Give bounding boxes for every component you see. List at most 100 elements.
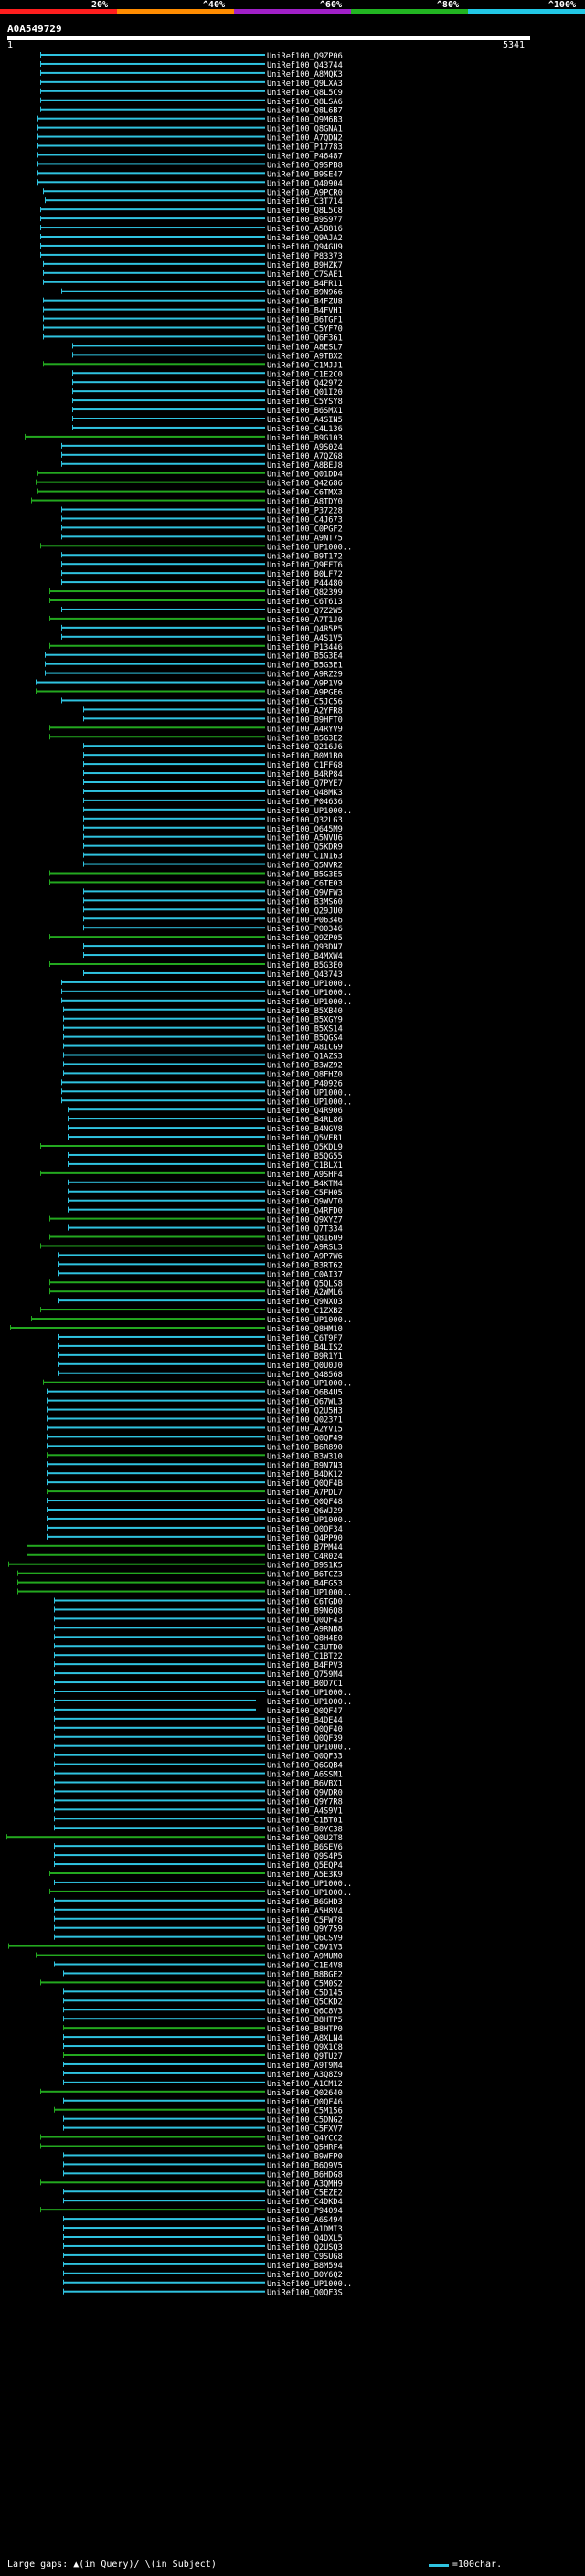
- hit-label[interactable]: UniRef100_UP1000..: [267, 543, 352, 552]
- hit-bar[interactable]: [41, 2090, 265, 2093]
- hit-row[interactable]: UniRef100_Q5NVR2: [83, 861, 343, 871]
- hit-row[interactable]: UniRef100_B8HTP5: [63, 2016, 343, 2025]
- hit-bar[interactable]: [41, 71, 265, 74]
- hit-row[interactable]: UniRef100_Q8GNA1: [37, 124, 343, 134]
- hit-row[interactable]: UniRef100_UP1000..: [61, 1088, 352, 1097]
- hit-label[interactable]: UniRef100_Q0QF39: [267, 1734, 343, 1744]
- hit-row[interactable]: UniRef100_UP1000..: [31, 1316, 352, 1325]
- hit-bar[interactable]: [48, 1417, 265, 1420]
- hit-bar[interactable]: [41, 108, 265, 111]
- hit-row[interactable]: UniRef100_B4FR11: [43, 279, 343, 289]
- hit-row[interactable]: UniRef100_A5E3K9: [49, 1871, 343, 1880]
- hit-bar[interactable]: [69, 1118, 265, 1120]
- hit-label[interactable]: UniRef100_B4FVH1: [267, 307, 343, 316]
- hit-bar[interactable]: [41, 90, 265, 92]
- hit-label[interactable]: UniRef100_Q9ZP05: [267, 934, 343, 943]
- hit-label[interactable]: UniRef100_B9SE47: [267, 170, 343, 179]
- hit-label[interactable]: UniRef100_Q4YCC2: [267, 2135, 343, 2144]
- hit-label[interactable]: UniRef100_Q02371: [267, 1416, 343, 1426]
- hit-bar[interactable]: [64, 2172, 265, 2175]
- hit-bar[interactable]: [9, 1563, 265, 1565]
- hit-row[interactable]: UniRef100_C5EZE2: [63, 2189, 343, 2198]
- hit-bar[interactable]: [44, 326, 265, 329]
- hit-label[interactable]: UniRef100_A9NT75: [267, 534, 343, 543]
- hit-label[interactable]: UniRef100_C5FW78: [267, 1916, 343, 1925]
- hit-row[interactable]: UniRef100_Q0QF4B: [47, 1479, 343, 1489]
- hit-row[interactable]: UniRef100_B6Q9V5: [63, 2161, 343, 2170]
- hit-bar[interactable]: [64, 2272, 265, 2274]
- hit-bar[interactable]: [55, 1827, 265, 1829]
- hit-label[interactable]: UniRef100_Q82399: [267, 588, 343, 598]
- hit-bar[interactable]: [55, 1735, 265, 1738]
- hit-label[interactable]: UniRef100_A9T9M4: [267, 2062, 343, 2071]
- hit-label[interactable]: UniRef100_B8M594: [267, 2262, 343, 2271]
- hit-label[interactable]: UniRef100_Q93DN7: [267, 943, 343, 952]
- hit-label[interactable]: UniRef100_Q67WL3: [267, 1398, 343, 1407]
- hit-label[interactable]: UniRef100_B4RL86: [267, 1116, 343, 1125]
- hit-label[interactable]: UniRef100_Q9ZP06: [267, 52, 343, 61]
- hit-label[interactable]: UniRef100_P94094: [267, 2207, 343, 2216]
- hit-bar[interactable]: [64, 2253, 265, 2256]
- hit-label[interactable]: UniRef100_B8HTP5: [267, 2016, 343, 2025]
- hit-bar[interactable]: [38, 135, 265, 138]
- hit-row[interactable]: UniRef100_UP1000..: [63, 2279, 352, 2289]
- hit-row[interactable]: UniRef100_B5G3E5: [49, 870, 343, 880]
- hit-row[interactable]: UniRef100_Q216J6: [83, 743, 343, 752]
- hit-label[interactable]: UniRef100_A8ICG9: [267, 1044, 343, 1053]
- hit-bar[interactable]: [84, 817, 265, 820]
- hit-label[interactable]: UniRef100_Q0QF4B: [267, 1479, 343, 1489]
- hit-bar[interactable]: [84, 808, 265, 811]
- hit-bar[interactable]: [64, 1990, 265, 1993]
- hit-bar[interactable]: [37, 1954, 265, 1956]
- hit-row[interactable]: UniRef100_A1DMI3: [63, 2225, 343, 2234]
- hit-bar[interactable]: [62, 563, 265, 566]
- hit-row[interactable]: UniRef100_Q4R5P5: [61, 624, 343, 634]
- hit-label[interactable]: UniRef100_Q0QF46: [267, 2098, 343, 2107]
- hit-bar[interactable]: [18, 1572, 265, 1574]
- hit-label[interactable]: UniRef100_Q40904: [267, 179, 343, 188]
- hit-row[interactable]: UniRef100_Q82399: [49, 588, 343, 598]
- hit-bar[interactable]: [48, 1526, 265, 1529]
- hit-bar[interactable]: [69, 1181, 265, 1183]
- hit-bar[interactable]: [64, 1054, 265, 1056]
- hit-bar[interactable]: [48, 1408, 265, 1411]
- hit-label[interactable]: UniRef100_A5E3K9: [267, 1871, 343, 1880]
- hit-bar[interactable]: [55, 1908, 265, 1911]
- hit-label[interactable]: UniRef100_C0AI37: [267, 1270, 343, 1279]
- hit-row[interactable]: UniRef100_C7SAE1: [43, 270, 343, 280]
- hit-bar[interactable]: [44, 363, 265, 366]
- hit-bar[interactable]: [50, 1281, 265, 1284]
- hit-bar[interactable]: [44, 299, 265, 302]
- hit-label[interactable]: UniRef100_Q2U5H3: [267, 1407, 343, 1416]
- hit-bar[interactable]: [84, 745, 265, 747]
- hit-label[interactable]: UniRef100_Q4DXL5: [267, 2234, 343, 2243]
- hit-bar[interactable]: [64, 2154, 265, 2157]
- hit-label[interactable]: UniRef100_B5QG55: [267, 1152, 343, 1161]
- hit-row[interactable]: UniRef100_B3WZ92: [63, 1061, 343, 1070]
- hit-bar[interactable]: [41, 62, 265, 65]
- hit-bar[interactable]: [69, 1108, 265, 1111]
- hit-row[interactable]: UniRef100_A6S494: [63, 2216, 343, 2225]
- hit-label[interactable]: UniRef100_C1FFG8: [267, 761, 343, 770]
- hit-bar[interactable]: [55, 1636, 265, 1638]
- hit-bar[interactable]: [69, 1136, 265, 1139]
- hit-row[interactable]: UniRef100_A4S1V5: [61, 633, 343, 643]
- hit-bar[interactable]: [55, 1663, 265, 1666]
- hit-label[interactable]: UniRef100_B4DK12: [267, 1470, 343, 1479]
- hit-bar[interactable]: [50, 1235, 265, 1238]
- hit-label[interactable]: UniRef100_B3W310: [267, 1452, 343, 1461]
- hit-label[interactable]: UniRef100_Q9Y7R8: [267, 1797, 343, 1807]
- hit-label[interactable]: UniRef100_B5G3E4: [267, 652, 343, 662]
- hit-row[interactable]: UniRef100_Q0QF34: [47, 1524, 343, 1534]
- hit-bar[interactable]: [62, 990, 265, 992]
- hit-row[interactable]: UniRef100_A2YFR8: [83, 706, 343, 716]
- hit-label[interactable]: UniRef100_C4DKD4: [267, 2198, 343, 2207]
- hit-label[interactable]: UniRef100_A2YFR8: [267, 706, 343, 716]
- hit-label[interactable]: UniRef100_Q6C8V3: [267, 2007, 343, 2016]
- hit-label[interactable]: UniRef100_A1DMI3: [267, 2225, 343, 2234]
- hit-label[interactable]: UniRef100_C5EZE2: [267, 2189, 343, 2198]
- hit-row[interactable]: UniRef100_P00346: [83, 925, 343, 934]
- hit-bar[interactable]: [50, 617, 265, 620]
- hit-row[interactable]: UniRef100_Q8L6B7: [40, 106, 343, 116]
- hit-bar[interactable]: [50, 881, 265, 884]
